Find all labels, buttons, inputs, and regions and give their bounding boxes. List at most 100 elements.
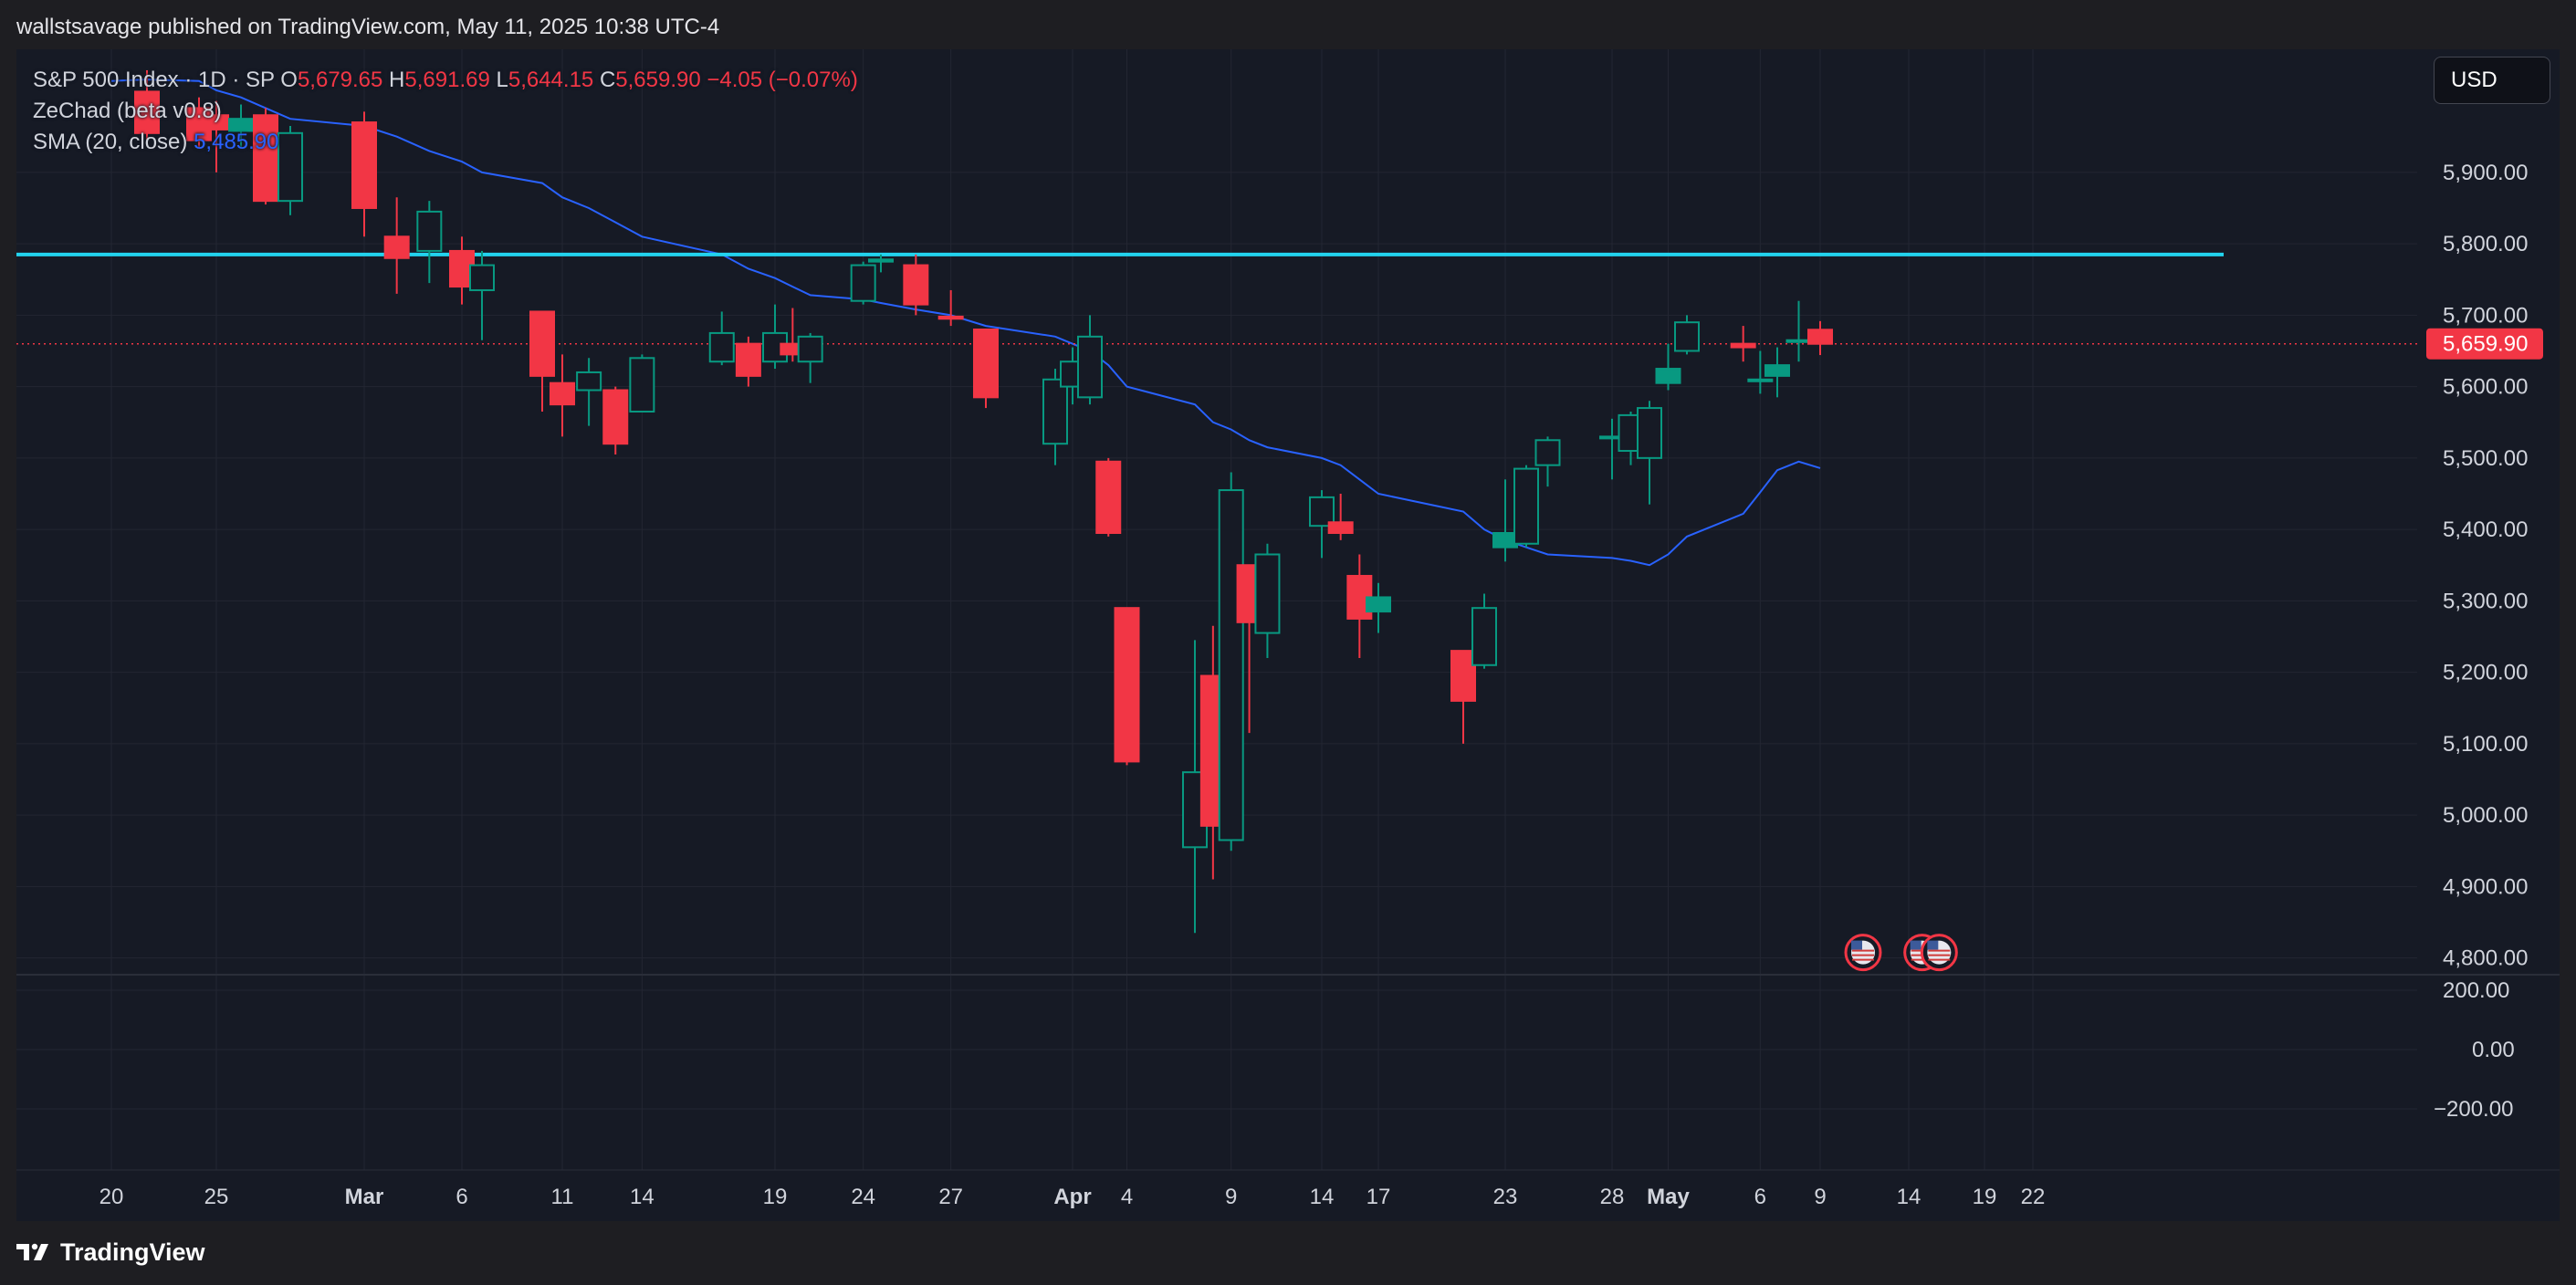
- candle-body: [1807, 329, 1833, 345]
- candle: [1366, 582, 1391, 633]
- us-flag-icon: [1844, 934, 1882, 972]
- footer-brand: TradingView: [16, 1236, 205, 1269]
- time-tick-label: 28: [1600, 1185, 1625, 1209]
- flag-canton: [1851, 940, 1862, 950]
- last-price-badge: [2426, 328, 2543, 360]
- candle-body: [973, 329, 999, 399]
- candle: [204, 100, 229, 172]
- candle: [602, 386, 629, 454]
- candle: [1764, 347, 1790, 398]
- candle-body: [602, 389, 629, 445]
- high-label: H: [389, 68, 405, 92]
- time-tick-label: 9: [1225, 1185, 1237, 1209]
- candle-body: [1327, 521, 1354, 535]
- time-tick-label: Mar: [345, 1185, 384, 1209]
- candle-body: [1218, 489, 1244, 841]
- time-tick-label: 6: [1754, 1185, 1766, 1209]
- open-value: 5,679.65: [297, 68, 383, 92]
- close-value: 5,659.90: [615, 68, 701, 92]
- candle: [1747, 350, 1774, 394]
- currency-label: USD: [2451, 68, 2497, 92]
- candle: [1114, 607, 1140, 766]
- candle: [1807, 320, 1833, 356]
- candle: [576, 358, 602, 426]
- candle: [134, 69, 160, 141]
- candle-body: [1747, 378, 1774, 382]
- candle: [868, 254, 894, 273]
- candle-body: [1254, 553, 1281, 634]
- tradingview-logo-icon: [16, 1243, 48, 1260]
- candle-body: [416, 210, 443, 252]
- candle-body: [134, 90, 160, 134]
- candle: [1534, 436, 1561, 487]
- candle-body: [937, 315, 964, 320]
- candle-body: [383, 235, 410, 259]
- candle: [1077, 315, 1103, 405]
- price-tick-label: 5,000.00: [2443, 803, 2528, 828]
- sma-line: [110, 78, 1821, 567]
- candle-body: [1764, 364, 1790, 377]
- candle: [383, 197, 410, 294]
- candle-body: [1095, 460, 1122, 535]
- candle: [629, 354, 655, 413]
- candle-body: [1077, 335, 1103, 399]
- sma-label[interactable]: SMA (20, close): [33, 130, 188, 154]
- candle-body: [1785, 339, 1812, 343]
- time-tick-label: 14: [1897, 1185, 1922, 1209]
- time-tick-label: 14: [630, 1185, 654, 1209]
- candle-body: [1730, 342, 1756, 349]
- candle: [1254, 543, 1281, 658]
- legend-sma[interactable]: SMA (20, close) 5,485.90: [33, 130, 279, 155]
- close-label: C: [599, 68, 616, 92]
- legend-indicator[interactable]: ZeChad (beta v0.8): [33, 99, 222, 124]
- events-layer: [1844, 934, 1958, 972]
- low-label: L: [496, 68, 508, 92]
- time-tick-label: 27: [938, 1185, 963, 1209]
- osc-tick-label: 200.00: [2443, 978, 2509, 1003]
- candle: [1492, 479, 1518, 562]
- time-tick-label: 17: [1367, 1185, 1391, 1209]
- candle-body: [1655, 368, 1681, 384]
- candle: [735, 336, 761, 387]
- candle-body: [735, 342, 761, 377]
- candle: [469, 250, 495, 340]
- price-tick-label: 5,800.00: [2443, 232, 2528, 256]
- candle: [1655, 343, 1681, 391]
- candle: [351, 111, 377, 237]
- high-value: 5,691.69: [404, 68, 490, 92]
- time-tick-label: May: [1647, 1185, 1690, 1209]
- candle-body: [850, 264, 876, 302]
- chart-pane[interactable]: 4,800.00 4,900.00 5,000.00 5,100.00 5,200.00…: [16, 49, 2560, 1221]
- candle: [1513, 465, 1539, 548]
- candle: [850, 261, 876, 305]
- time-tick-label: 6: [456, 1185, 467, 1209]
- candle-body: [903, 264, 929, 306]
- time-tick-label: Apr: [1053, 1185, 1091, 1209]
- candlestick-chart[interactable]: 4,800.00 4,900.00 5,000.00 5,100.00 5,200.00…: [16, 49, 2560, 1221]
- candle: [762, 304, 788, 370]
- currency-selector[interactable]: USD: [2434, 57, 2550, 104]
- candle-body: [708, 331, 735, 363]
- candle: [228, 104, 254, 148]
- candle: [1674, 315, 1700, 355]
- price-tick-label: 5,100.00: [2443, 732, 2528, 757]
- candle-body: [277, 131, 303, 203]
- time-tick-label: 19: [763, 1185, 788, 1209]
- price-tick-label: 5,400.00: [2443, 517, 2528, 542]
- candle-body: [576, 371, 602, 392]
- candle: [1471, 593, 1497, 669]
- price-tick-label: 4,900.00: [2443, 874, 2528, 899]
- sma-layer: [110, 78, 1821, 567]
- candle-body: [1366, 596, 1391, 613]
- time-tick-label: 19: [1973, 1185, 1997, 1209]
- time-tick-label: 24: [851, 1185, 875, 1209]
- price-tick-label: 5,700.00: [2443, 303, 2528, 328]
- indicator-name[interactable]: ZeChad (beta v0.8): [33, 99, 222, 123]
- symbol-title[interactable]: S&P 500 Index · 1D · SP: [33, 68, 275, 92]
- candle-body: [469, 264, 495, 291]
- publisher-attribution: wallstsavage published on TradingView.co…: [16, 15, 720, 39]
- time-axis: 20 25 Mar 6 11 14 19 24 27 Apr 4 9 14 17 23 28 May 6 9 14 19…: [16, 1169, 2560, 1209]
- candle: [1785, 300, 1812, 362]
- candle: [708, 311, 735, 366]
- candle: [1218, 472, 1244, 851]
